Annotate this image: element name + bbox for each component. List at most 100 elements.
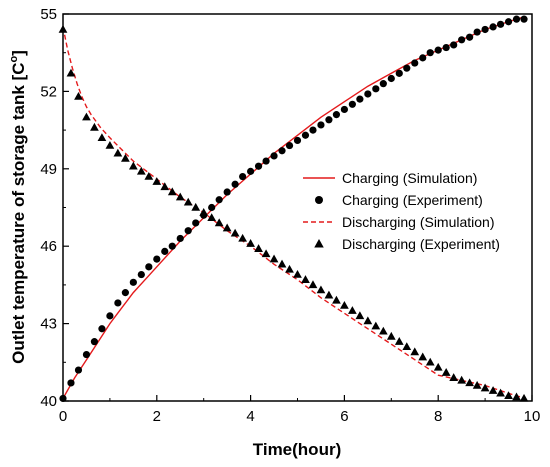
series-point [269,254,279,263]
series-point [67,379,75,387]
y-axis-label-main: Outlet temperature of storage tank [C [9,63,28,364]
series-point [394,337,404,345]
series-point [411,59,419,67]
series-point [355,311,365,320]
series-point [316,285,326,294]
series-point [167,187,177,196]
series-point [128,161,138,170]
series-point [496,388,505,397]
series-point [144,171,154,180]
y-tick-label: 43 [40,316,57,333]
series-point [308,280,318,289]
series-point [114,299,122,307]
series-point [145,263,153,271]
y-axis-label-superscript: o [8,56,20,63]
x-axis-label: Time(hour) [253,440,341,459]
series-point [66,68,76,77]
series-point [458,36,466,44]
series-point [512,15,521,23]
series-point [90,338,99,346]
series-point [254,162,263,170]
series-point [473,28,481,36]
series-point [372,85,380,93]
series-point [425,357,435,366]
y-axis-label: Outlet temperature of storage tank [Co] [8,50,28,364]
series-point [449,373,459,381]
series-point [129,278,137,286]
series-point [137,270,145,279]
legend-label: Charging (Simulation) [342,170,477,186]
series-point [59,394,67,403]
series-point [207,213,217,222]
y-tick-label: 49 [40,161,57,178]
series-point [270,152,278,160]
series-point [450,41,458,49]
series-point [504,391,513,400]
series-line [62,26,526,400]
series-point [184,227,192,235]
x-tick-label: 0 [59,408,67,425]
series-point [520,15,528,23]
series-point [378,326,388,335]
legend-label: Discharging (Experiment) [342,236,500,252]
series-point [82,350,91,359]
series-point [136,166,146,175]
series-point [402,342,412,351]
x-tick-label: 2 [153,408,161,425]
series-point [247,167,255,175]
x-tick-label: 4 [246,408,254,425]
series-point [199,208,209,216]
series-point [466,33,474,41]
series-point [332,295,341,304]
series-point [90,122,99,131]
series-point [512,392,521,401]
series-point [238,233,247,242]
legend-label: Charging (Experiment) [342,192,483,208]
series-point [465,378,474,387]
series-point [324,290,334,299]
series-point [301,275,310,283]
legend-item: Charging (Simulation) [303,170,477,186]
series-point [504,18,513,26]
series-point [278,147,286,155]
series-point [285,141,294,150]
series-point [481,25,489,34]
series-point [293,136,302,145]
series-point [82,112,91,121]
series-point [340,300,349,309]
series-point [441,368,451,376]
series-point [285,264,294,273]
x-tick-label: 6 [340,408,348,425]
series-point [433,362,443,371]
series-point [183,197,193,206]
series-point [332,111,341,119]
series-point [442,43,450,52]
series-point [363,316,373,325]
series-point [58,24,68,33]
series-point [261,249,271,258]
series-point [215,196,223,204]
y-tick-label: 46 [40,238,57,255]
series-point [223,188,231,196]
series-point [121,153,130,162]
y-axis-label-end: ] [9,50,28,56]
series-point [348,306,357,314]
series-point [106,312,114,320]
series-point [356,95,364,103]
series-point [97,133,107,142]
legend-marker-swatch [314,239,324,248]
series-point [519,393,529,402]
series-point [239,172,247,181]
series-point [277,259,287,268]
series-point [121,289,129,297]
series-point [410,347,420,356]
series-point [395,69,403,77]
legend-item: Discharging (Experiment) [314,236,500,252]
series-point [105,140,115,149]
series-point [472,380,482,389]
series-point [386,331,396,340]
y-tick-label: 55 [40,6,57,23]
series-point [160,182,170,191]
